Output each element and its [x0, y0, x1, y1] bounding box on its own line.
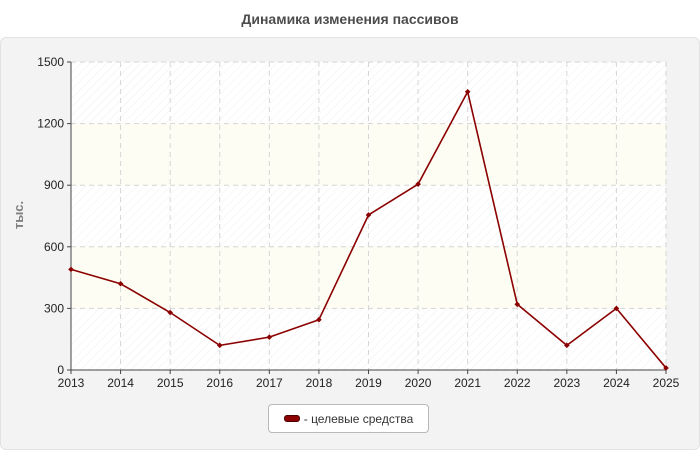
data-point	[464, 88, 471, 95]
data-point	[365, 212, 372, 218]
x-tick-label: 2018	[306, 376, 333, 390]
gridlines	[71, 61, 667, 370]
y-tick-label: 0	[57, 363, 64, 377]
data-point	[613, 305, 620, 312]
chart-title: Динамика изменения пассивов	[241, 11, 459, 27]
data-point	[316, 316, 322, 323]
tick-labels: 0 300 600 900 1200 1500 2013 2014 2015 2016 2017 20…	[37, 55, 679, 390]
x-tick-label: 2025	[653, 376, 680, 390]
x-tick-label: 2022	[504, 376, 531, 390]
data-point	[266, 334, 273, 340]
data-point	[415, 181, 421, 187]
data-point	[514, 301, 521, 308]
data-point	[216, 342, 223, 349]
x-tick-label: 2017	[256, 376, 283, 390]
y-tick-label: 600	[44, 240, 64, 254]
data-point	[68, 266, 74, 273]
x-tick-label: 2020	[405, 376, 432, 390]
data-point	[117, 280, 124, 287]
data-point	[564, 342, 570, 349]
legend[interactable]: - целевые средства	[268, 404, 429, 433]
x-tick-label: 2013	[58, 376, 85, 390]
legend-label: - целевые средства	[303, 411, 414, 426]
x-tick-label: 2019	[355, 376, 382, 390]
legend-swatch	[283, 415, 300, 422]
series-layer	[68, 88, 669, 371]
data-point	[167, 309, 173, 316]
y-tick-label: 300	[44, 301, 64, 315]
x-tick-label: 2014	[107, 376, 134, 390]
y-tick-label: 1500	[37, 55, 64, 69]
x-tick-label: 2024	[603, 376, 630, 390]
data-point	[663, 365, 669, 371]
x-tick-label: 2015	[157, 376, 184, 390]
x-tick-label: 2021	[454, 376, 481, 390]
y-axis-label: тыс.	[11, 201, 26, 229]
x-tick-label: 2016	[206, 376, 233, 390]
y-tick-label: 1200	[37, 117, 64, 131]
x-tick-label: 2023	[553, 376, 580, 390]
y-tick-label: 900	[44, 178, 64, 192]
